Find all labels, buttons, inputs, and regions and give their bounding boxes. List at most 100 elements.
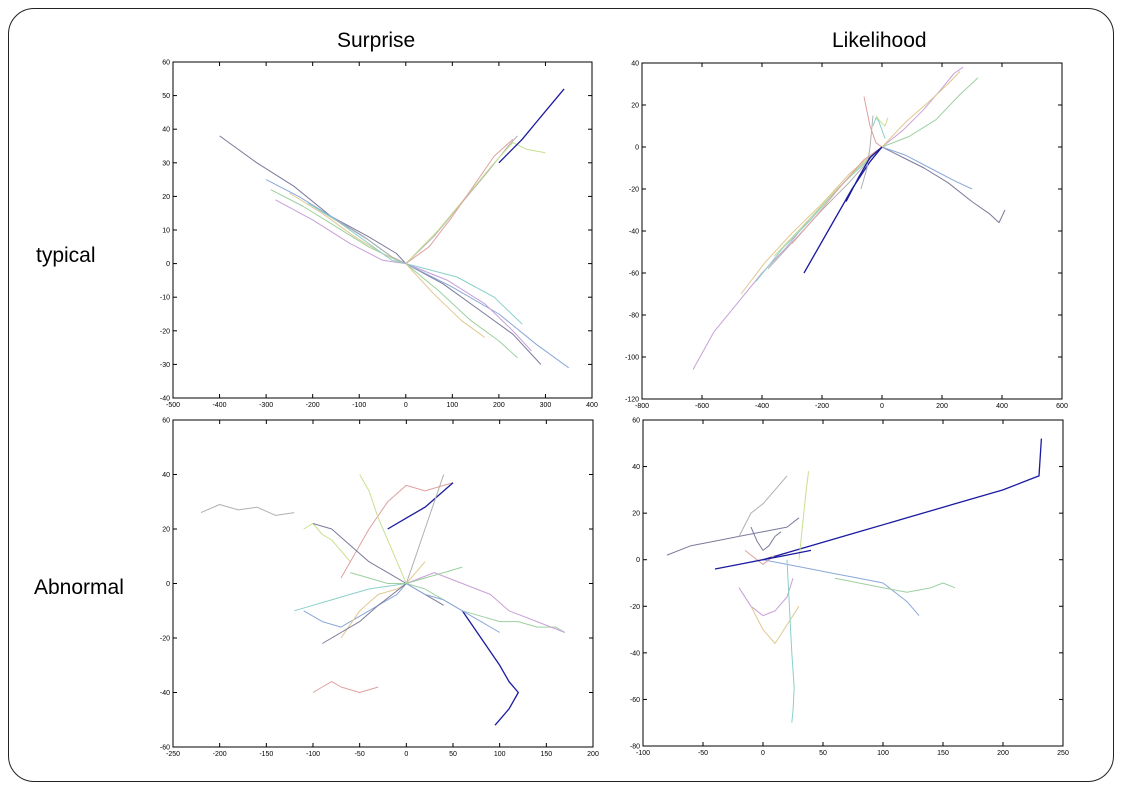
x-tick-label: 0 [404, 402, 408, 409]
y-tick-label: -20 [629, 187, 639, 194]
y-tick-label: -80 [629, 313, 639, 320]
plot-typical-surprise: -500 -400 -300 -200 -100 0 100 200 300 400-40-30-… [160, 60, 598, 410]
y-tick-label: -80 [630, 744, 640, 751]
trajectory-line [406, 583, 500, 633]
trajectory-line [405, 263, 569, 369]
trajectory-line [200, 504, 295, 516]
y-tick-label: -60 [629, 271, 639, 278]
x-tick-label: 0 [404, 751, 408, 758]
axes-box [172, 61, 593, 399]
y-tick-label: -60 [630, 697, 640, 704]
x-tick-label: -300 [259, 402, 273, 409]
x-tick-label: 600 [1056, 403, 1068, 410]
trajectory-line [350, 566, 463, 584]
column-title-likelihood: Likelihood [832, 29, 927, 52]
y-tick-label: -120 [625, 397, 639, 404]
y-tick-label: 30 [162, 160, 170, 167]
trajectory-line [289, 192, 406, 265]
plot-abnormal-likelihood: -100 -50 0 50 100 150 200 250 -80 -60 -40 -20 0 20 40 6… [630, 418, 1069, 758]
trajectory-line [406, 583, 566, 633]
trajectory-line [791, 146, 883, 244]
y-tick-label: 60 [162, 418, 170, 425]
x-tick-label: -150 [259, 751, 273, 758]
x-tick-label: 50 [819, 750, 827, 757]
trajectory-line [405, 263, 532, 352]
x-tick-label: 50 [449, 751, 457, 758]
trajectory-line [692, 146, 883, 370]
y-tick-label: 40 [162, 127, 170, 134]
trajectory-line [312, 523, 444, 606]
y-tick-label: 20 [632, 511, 640, 518]
trajectory-line [294, 583, 407, 612]
trajectory-line [881, 77, 979, 148]
column-title-surprise: Surprise [337, 29, 416, 52]
trajectory-line [340, 561, 426, 639]
y-tick-label: -20 [160, 328, 170, 335]
x-tick-label: -800 [635, 403, 649, 410]
trajectory-line [762, 559, 920, 616]
trajectory-line [834, 577, 956, 593]
trajectory-line [405, 138, 514, 265]
trajectory-line [762, 438, 1043, 561]
trajectory-line [860, 115, 874, 190]
trajectory-line [773, 146, 883, 257]
y-tick-label: 0 [166, 261, 170, 268]
trajectory-line [303, 583, 407, 628]
trajectory-line [750, 606, 800, 644]
y-tick-label: -20 [160, 636, 170, 643]
x-tick-label: 150 [937, 750, 949, 757]
y-tick-label: 0 [635, 145, 639, 152]
x-tick-label: -600 [695, 403, 709, 410]
y-tick-label: 60 [162, 60, 170, 67]
plot-abnormal-surprise: -250 -200 -150 -100 -50 0 50 100 150 200-60-40-20… [160, 418, 599, 759]
trajectory-line [359, 474, 407, 584]
trajectory-line [881, 71, 961, 148]
row-label-typical: typical [36, 244, 96, 267]
y-tick-label: -20 [630, 604, 640, 611]
trajectory-line [335, 219, 407, 265]
x-tick-label: 400 [996, 403, 1008, 410]
x-tick-label: 100 [494, 751, 506, 758]
x-tick-label: -50 [355, 751, 365, 758]
x-tick-label: 100 [877, 750, 889, 757]
trajectory-line [738, 475, 788, 537]
y-tick-label: 60 [632, 418, 640, 425]
trajectory-line [750, 526, 782, 551]
trajectory-line [312, 681, 379, 693]
y-tick-label: -40 [160, 690, 170, 697]
trajectory-line [307, 202, 406, 265]
y-tick-label: -40 [629, 229, 639, 236]
trajectory-line [666, 517, 800, 556]
trajectory-line [303, 523, 351, 563]
trajectory-line [714, 549, 812, 570]
x-tick-label: 300 [540, 402, 552, 409]
x-tick-label: 200 [493, 402, 505, 409]
y-tick-label: 50 [162, 93, 170, 100]
trajectory-line [219, 135, 407, 264]
x-tick-label: 200 [936, 403, 948, 410]
trajectory-line [405, 135, 518, 264]
x-tick-label: -100 [306, 751, 320, 758]
trajectory-line [275, 199, 406, 265]
y-tick-label: 0 [636, 557, 640, 564]
trajectory-line [755, 146, 883, 282]
x-tick-label: -200 [815, 403, 829, 410]
trajectory-line [405, 263, 518, 359]
x-tick-label: -200 [213, 751, 227, 758]
trajectory-line [738, 578, 794, 617]
trajectory-line [872, 117, 886, 139]
axes-box [172, 419, 594, 748]
y-tick-label: -100 [625, 355, 639, 362]
axes-box [642, 419, 1064, 747]
x-tick-label: -250 [166, 751, 180, 758]
plot-typical-likelihood: -800 -600 -400 -200 0 200 400 600-120-100-80-60… [625, 61, 1068, 411]
x-tick-label: -50 [698, 750, 708, 757]
x-tick-label: 100 [446, 402, 458, 409]
y-tick-label: 20 [162, 194, 170, 201]
trajectory-line [461, 610, 519, 726]
y-tick-label: -40 [160, 396, 170, 403]
trajectory-line [845, 146, 883, 202]
y-tick-label: -30 [160, 362, 170, 369]
y-tick-label: -60 [160, 745, 170, 752]
